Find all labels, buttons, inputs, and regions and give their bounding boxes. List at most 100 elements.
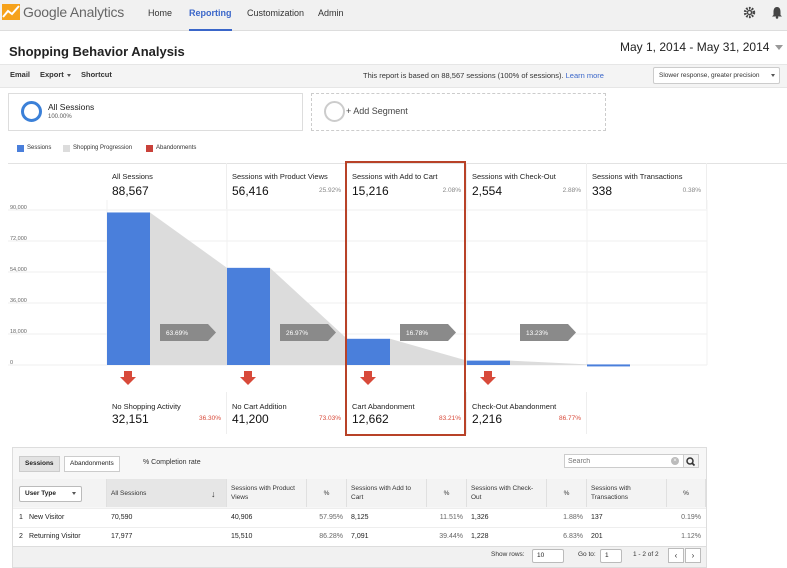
sort-down-icon: ↓ <box>211 489 216 499</box>
abandonment-value: 2,216 <box>472 412 503 426</box>
goto-label: Go to: <box>578 551 596 558</box>
empty-segment-icon <box>324 101 345 122</box>
tab-sessions[interactable]: Sessions <box>19 456 60 472</box>
table-cell: 57.95% <box>319 514 343 521</box>
y-tick-label: 18,000 <box>10 329 27 335</box>
abandonment-percent: 36.30% <box>198 415 221 422</box>
table-cell: 0.19% <box>681 514 701 521</box>
column-header[interactable]: Sessions with Transactions <box>587 479 667 507</box>
stage-percent: 2.88% <box>562 187 581 194</box>
nav-customization[interactable]: Customization <box>247 8 305 18</box>
table-cell: 17,977 <box>111 533 133 540</box>
stage-header[interactable]: All Sessions 88,567 <box>107 163 227 209</box>
chevron-down-icon <box>72 492 76 495</box>
table-cell: 15,510 <box>231 533 253 540</box>
table-cell: 40,906 <box>231 514 253 521</box>
brand-logo[interactable]: Google Analytics <box>2 4 124 20</box>
table-cell: 137 <box>591 514 603 521</box>
progression-arrow-icon <box>280 324 336 341</box>
table-cell: 6.83% <box>563 533 583 540</box>
row-dimension-link[interactable]: Returning Visitor <box>29 533 81 540</box>
funnel-bar[interactable] <box>467 360 510 365</box>
table-cell: 70,590 <box>111 514 133 521</box>
abandonment-arrow-icon <box>360 371 376 385</box>
progression-arrow-icon <box>400 324 456 341</box>
stage-value: 338 <box>592 184 613 198</box>
top-bar: Google Analytics Home Reporting Customiz… <box>0 0 787 31</box>
email-button[interactable]: Email <box>10 70 31 79</box>
add-segment-button[interactable]: + Add Segment <box>311 93 606 131</box>
stage-value: 2,554 <box>472 184 503 198</box>
date-range-picker[interactable]: May 1, 2014 - May 31, 2014 <box>620 40 770 54</box>
learn-more-link[interactable]: Learn more <box>565 71 604 80</box>
table-cell: 1.88% <box>563 514 583 521</box>
column-header[interactable]: Sessions with Product Views <box>227 479 307 507</box>
export-button[interactable]: Export <box>40 70 71 79</box>
column-header[interactable]: Sessions with Add to Cart <box>347 479 427 507</box>
stage-percent: 2.08% <box>442 187 461 194</box>
abandonment-cell[interactable]: No Cart Addition 41,200 73.03% <box>227 392 347 434</box>
abandonment-label: No Shopping Activity <box>112 402 181 411</box>
goto-input[interactable]: 1 <box>600 549 622 563</box>
completion-rate-toggle[interactable]: % Completion rate <box>143 459 201 466</box>
column-header[interactable]: % <box>547 479 587 507</box>
abandonment-cell[interactable]: No Shopping Activity 32,151 36.30% <box>107 392 227 434</box>
funnel-bar[interactable] <box>587 364 630 367</box>
show-rows-select[interactable]: 10 <box>532 549 564 563</box>
show-rows-label: Show rows: <box>491 551 525 558</box>
progression-area <box>510 360 587 365</box>
column-header[interactable]: % <box>427 479 467 507</box>
abandonment-cell[interactable]: Cart Abandonment 12,662 83.21% <box>347 392 467 434</box>
stage-label: Sessions with Transactions <box>592 172 683 181</box>
next-page-button[interactable]: › <box>685 548 701 563</box>
shortcut-button[interactable]: Shortcut <box>81 70 112 79</box>
add-segment-label: + Add Segment <box>346 106 408 116</box>
analytics-logo-icon <box>2 4 20 20</box>
bell-icon[interactable] <box>771 6 783 19</box>
precision-select[interactable]: Slower response, greater precision <box>653 67 780 84</box>
search-input[interactable] <box>564 454 684 468</box>
column-header-all-sessions[interactable]: All Sessions <box>107 479 227 507</box>
gear-icon[interactable] <box>743 6 756 19</box>
abandonment-percent: 86.77% <box>558 415 581 422</box>
abandonment-value: 32,151 <box>112 412 149 426</box>
column-header[interactable]: % <box>307 479 347 507</box>
abandonment-arrow-icon <box>480 371 496 385</box>
column-header[interactable]: % <box>667 479 706 507</box>
abandonment-percent: 83.21% <box>438 415 461 422</box>
stage-header[interactable]: Sessions with Transactions 338 0.38% <box>587 163 707 209</box>
chevron-down-icon[interactable] <box>775 45 783 50</box>
nav-home[interactable]: Home <box>148 8 173 18</box>
row-dimension-link[interactable]: New Visitor <box>29 514 65 521</box>
table-cell: 39.44% <box>439 533 463 540</box>
funnel-bar[interactable] <box>347 338 390 365</box>
abandonment-label: Cart Abandonment <box>352 402 415 411</box>
nav-reporting[interactable]: Reporting <box>189 0 232 31</box>
stage-label: All Sessions <box>112 172 153 181</box>
row-index: 2 <box>19 533 23 540</box>
segment-all-sessions[interactable]: All Sessions 100.00% <box>8 93 303 131</box>
progression-rate: 63.69% <box>166 330 188 337</box>
progression-arrow-icon <box>520 324 576 341</box>
progression-rate: 13.23% <box>526 330 548 337</box>
legend-swatch-progression <box>63 145 70 152</box>
stage-header[interactable]: Sessions with Check-Out 2,554 2.88% <box>467 163 587 209</box>
funnel-bar[interactable] <box>227 267 270 365</box>
y-tick-label: 36,000 <box>10 298 27 304</box>
search-icon <box>686 457 696 467</box>
column-header[interactable]: Sessions with Check-Out <box>467 479 547 507</box>
prev-page-button[interactable]: ‹ <box>668 548 684 563</box>
progression-rate: 16.78% <box>406 330 428 337</box>
abandonment-cell[interactable]: Check-Out Abandonment 2,216 86.77% <box>467 392 587 434</box>
clear-search-icon[interactable]: × <box>671 457 679 465</box>
progression-arrow-icon <box>160 324 216 341</box>
user-type-dimension-select[interactable]: User Type <box>19 486 82 502</box>
table-cell: 1,228 <box>471 533 489 540</box>
stage-header[interactable]: Sessions with Add to Cart 15,216 2.08% <box>347 163 467 209</box>
legend-swatch-abandonments <box>146 145 153 152</box>
nav-admin[interactable]: Admin <box>318 8 344 18</box>
search-button[interactable] <box>683 454 699 468</box>
tab-abandonments[interactable]: Abandonments <box>64 456 120 472</box>
funnel-bar[interactable] <box>107 212 150 365</box>
table-row <box>13 508 706 527</box>
